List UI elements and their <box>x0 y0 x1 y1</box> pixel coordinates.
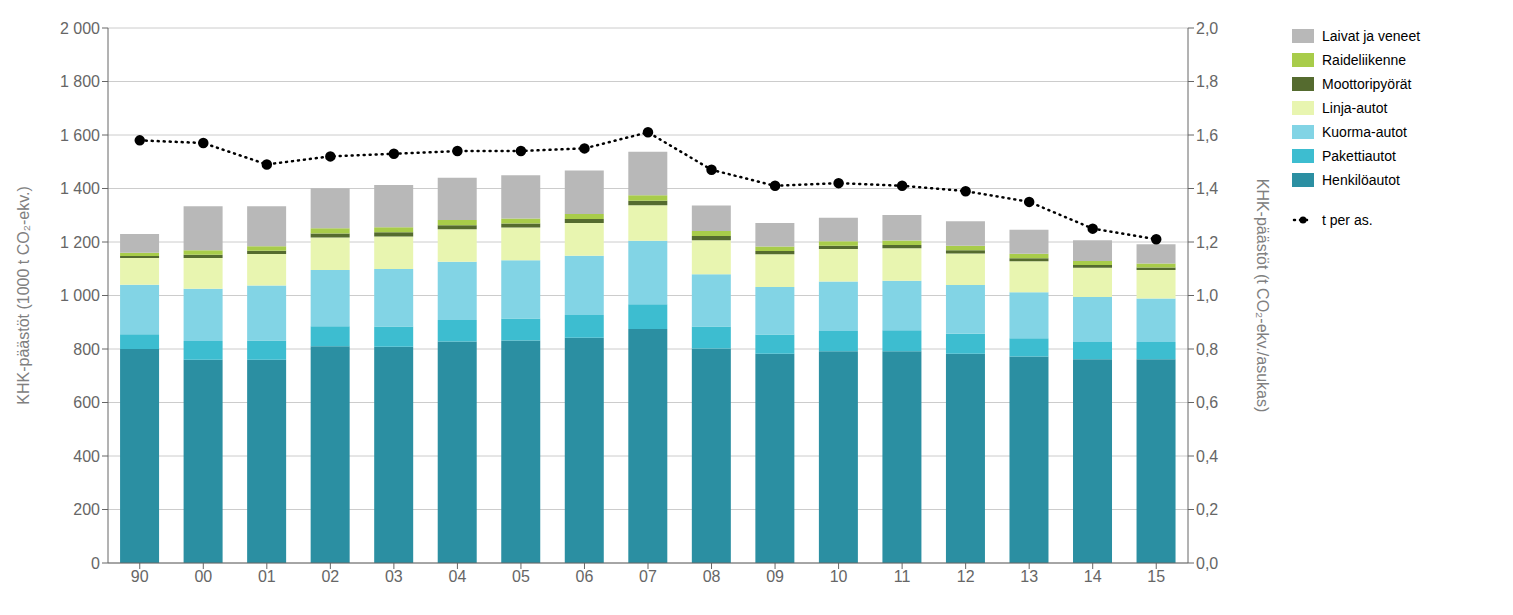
svg-text:1,8: 1,8 <box>1196 73 1218 90</box>
svg-text:0,8: 0,8 <box>1196 341 1218 358</box>
svg-text:06: 06 <box>576 568 594 585</box>
svg-text:KHK-päästöt (1000 t CO₂-ekv.): KHK-päästöt (1000 t CO₂-ekv.) <box>15 186 32 404</box>
svg-text:0,0: 0,0 <box>1196 555 1218 572</box>
svg-text:1 000: 1 000 <box>60 287 100 304</box>
svg-text:600: 600 <box>73 394 100 411</box>
html-text:Linja-autot: Linja-autot <box>1322 100 1388 116</box>
svg-text:01: 01 <box>258 568 276 585</box>
svg-text:1 800: 1 800 <box>60 73 100 90</box>
svg-text:2 000: 2 000 <box>60 20 100 37</box>
svg-text:04: 04 <box>449 568 467 585</box>
svg-text:15: 15 <box>1147 568 1165 585</box>
svg-text:0: 0 <box>91 555 100 572</box>
svg-text:03: 03 <box>385 568 403 585</box>
svg-text:13: 13 <box>1020 568 1038 585</box>
svg-text:14: 14 <box>1084 568 1102 585</box>
html-text:Raideliikenne: Raideliikenne <box>1322 52 1407 68</box>
svg-text:05: 05 <box>512 568 530 585</box>
svg-text:400: 400 <box>73 448 100 465</box>
svg-text:1,6: 1,6 <box>1196 127 1218 144</box>
svg-text:0,2: 0,2 <box>1196 501 1218 518</box>
svg-text:1,0: 1,0 <box>1196 287 1218 304</box>
svg-text:0,4: 0,4 <box>1196 448 1218 465</box>
html-text:Pakettiautot: Pakettiautot <box>1322 148 1396 164</box>
html-text:t per as.: t per as. <box>1322 212 1373 228</box>
svg-text:2,0: 2,0 <box>1196 20 1218 37</box>
svg-text:KHK-päästöt (t CO₂-ekv./asukas: KHK-päästöt (t CO₂-ekv./asukas) <box>1254 179 1271 413</box>
svg-text:1,2: 1,2 <box>1196 234 1218 251</box>
svg-text:07: 07 <box>639 568 657 585</box>
svg-text:1,4: 1,4 <box>1196 180 1218 197</box>
svg-text:10: 10 <box>830 568 848 585</box>
svg-text:08: 08 <box>703 568 721 585</box>
svg-text:200: 200 <box>73 501 100 518</box>
svg-text:12: 12 <box>957 568 975 585</box>
svg-text:1 600: 1 600 <box>60 127 100 144</box>
html-text:Henkilöautot: Henkilöautot <box>1322 172 1400 188</box>
svg-text:1 200: 1 200 <box>60 234 100 251</box>
svg-text:11: 11 <box>894 568 911 585</box>
svg-text:00: 00 <box>194 568 212 585</box>
svg-text:0,6: 0,6 <box>1196 394 1218 411</box>
svg-text:800: 800 <box>73 341 100 358</box>
html-text:Laivat ja veneet: Laivat ja veneet <box>1322 28 1421 44</box>
svg-text:02: 02 <box>321 568 339 585</box>
svg-text:09: 09 <box>766 568 784 585</box>
html-text:Moottoripyörät: Moottoripyörät <box>1322 76 1412 92</box>
svg-text:90: 90 <box>131 568 149 585</box>
html-text:Kuorma-autot: Kuorma-autot <box>1322 124 1407 140</box>
svg-text:1 400: 1 400 <box>60 180 100 197</box>
